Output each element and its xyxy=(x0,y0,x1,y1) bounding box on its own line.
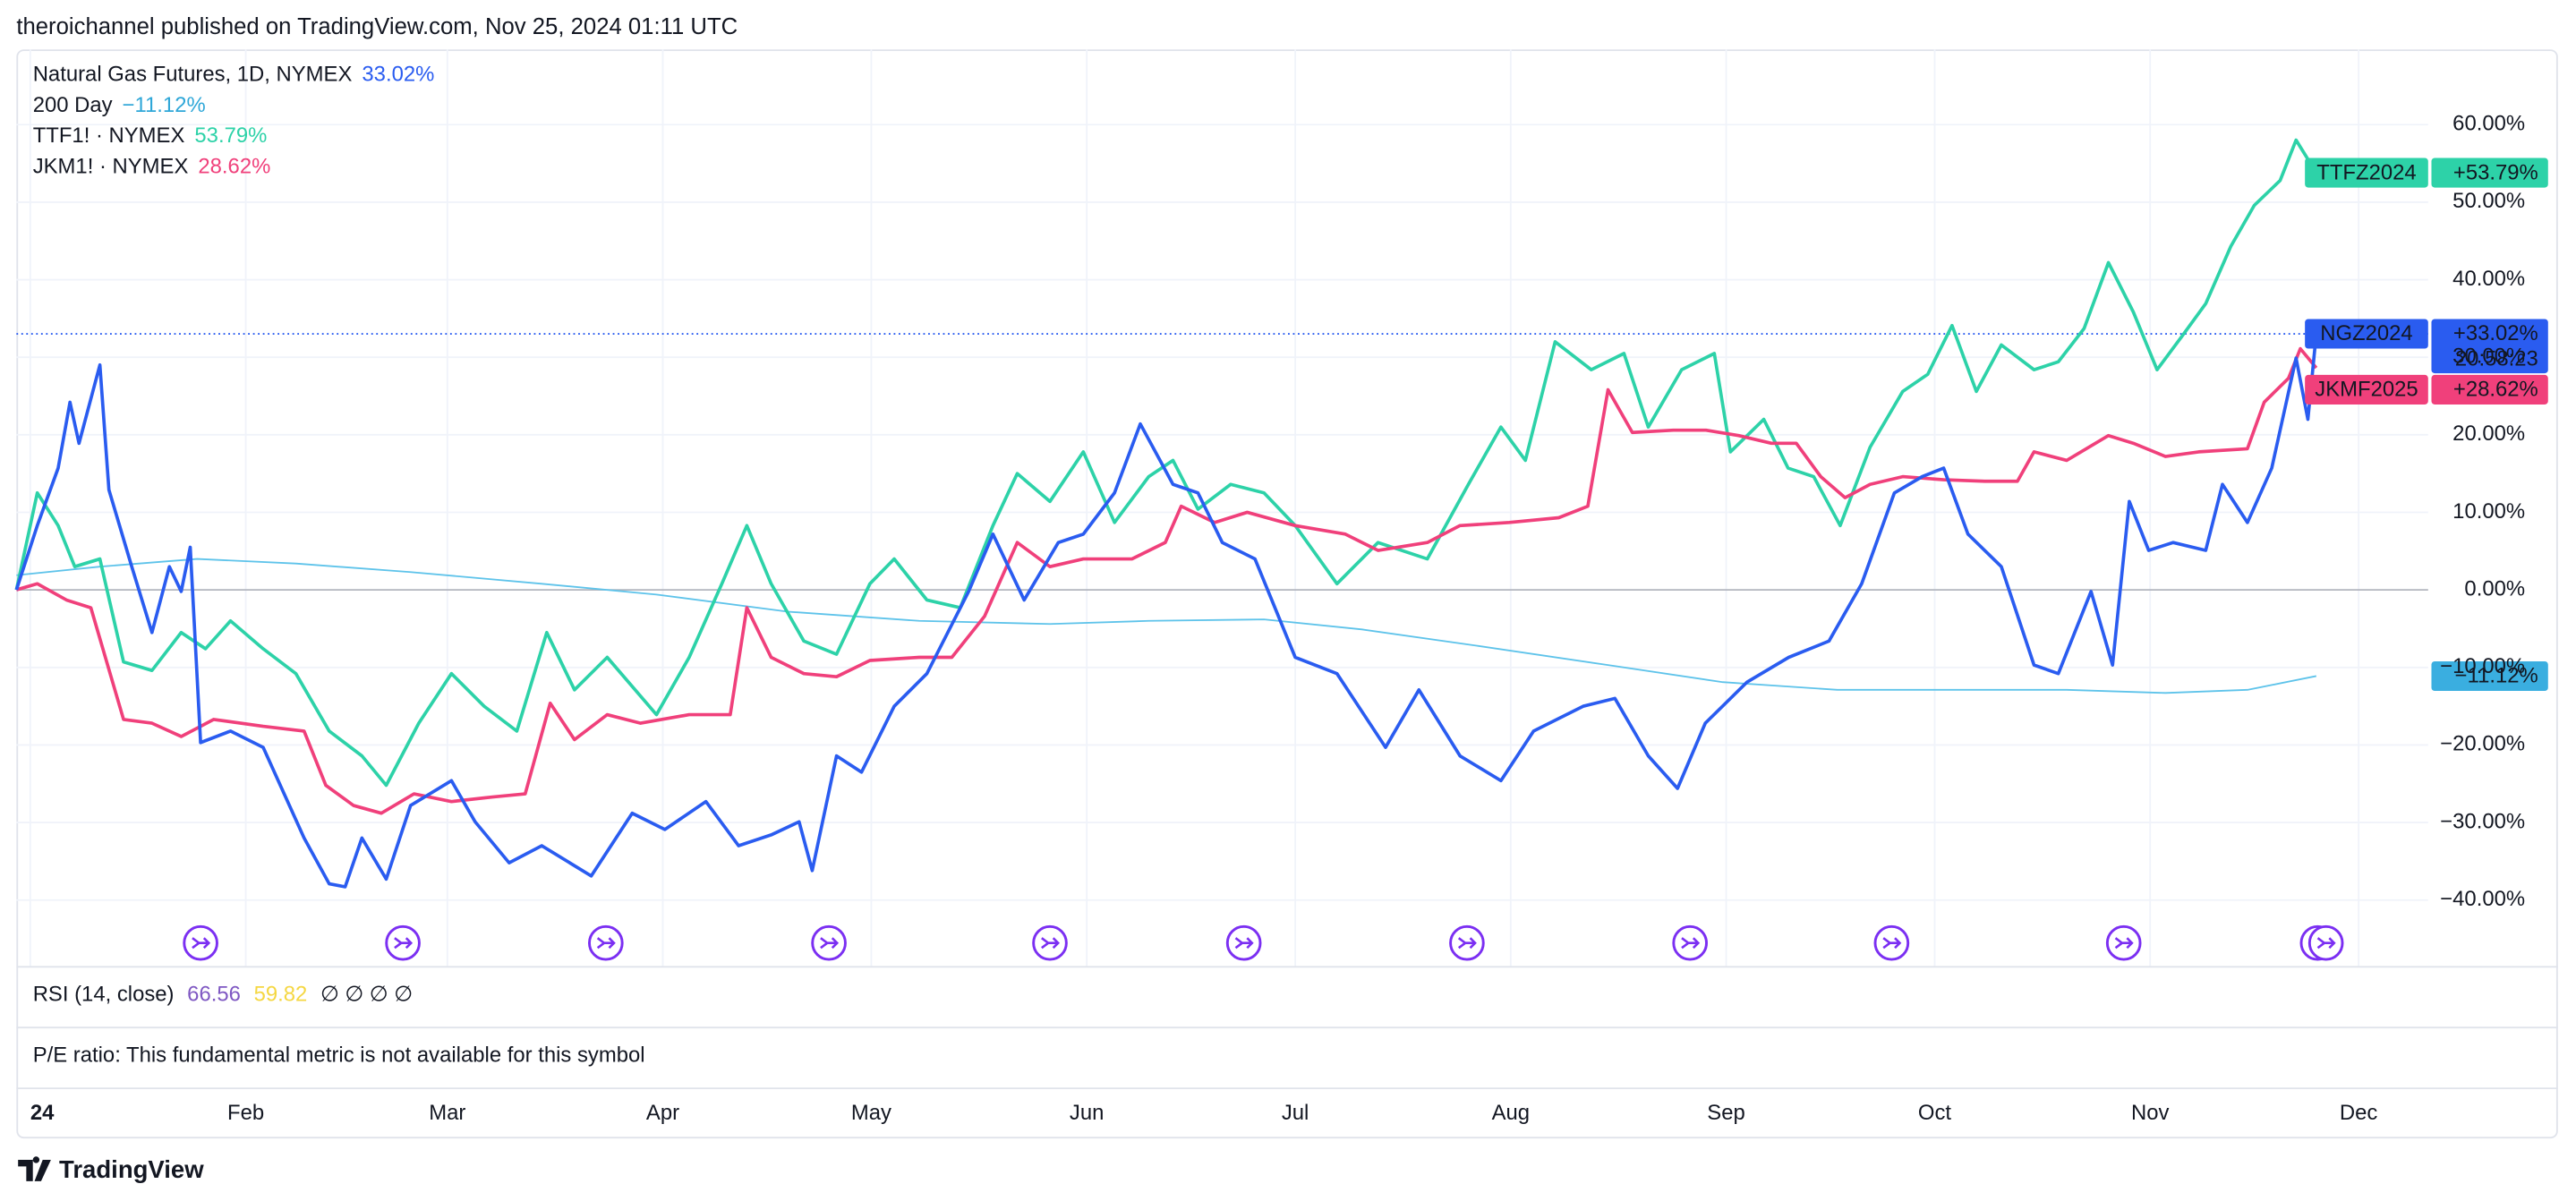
event-icon xyxy=(2316,937,2336,950)
header: theroichannel published on TradingView.c… xyxy=(16,14,738,39)
series-line xyxy=(14,333,2318,889)
event-icon xyxy=(1681,937,1701,950)
event-icon xyxy=(2114,937,2134,950)
price-label-value-bg xyxy=(2431,319,2548,374)
x-tick-label: Jul xyxy=(1282,1101,1309,1125)
x-tick-label: Mar xyxy=(429,1101,465,1125)
y-tick-label: 30.00% xyxy=(2452,344,2525,368)
legend-entry: Natural Gas Futures, 1D, NYMEX 33.02% xyxy=(33,63,435,87)
pe-note: P/E ratio: This fundamental metric is no… xyxy=(33,1043,645,1068)
x-tick-label: May xyxy=(851,1101,891,1125)
lines xyxy=(14,138,2318,889)
legend-value: 53.79% xyxy=(194,124,267,149)
legend-value: 33.02% xyxy=(362,63,434,87)
x-tick-label: Apr xyxy=(646,1101,679,1125)
footer-logo: TradingView xyxy=(18,1155,204,1183)
price-label-value-bg xyxy=(2431,660,2548,692)
price-label-symbol-bg xyxy=(2305,319,2428,349)
legend-entry: 200 Day −11.12% xyxy=(33,93,206,117)
event-icon xyxy=(820,937,840,950)
legend-text: JKM1! · NYMEX xyxy=(33,155,189,179)
price-label-symbol: TTFZ2024 xyxy=(2316,160,2416,184)
event-icon xyxy=(1882,937,1902,950)
rsi-value: 66.56 xyxy=(187,983,241,1007)
price-label-value-bg xyxy=(2431,374,2548,405)
legend-text: Natural Gas Futures, 1D, NYMEX xyxy=(33,63,353,87)
y-tick-label: −30.00% xyxy=(2440,809,2525,833)
y-tick-label: 40.00% xyxy=(2452,267,2525,291)
rsi-label: RSI (14, close) xyxy=(33,983,175,1007)
x-tick-label: Jun xyxy=(1070,1101,1104,1125)
series-line xyxy=(16,558,2316,694)
series-line xyxy=(14,138,2318,788)
price-label-value: −11.12% xyxy=(2455,664,2538,688)
legend-text: TTF1! · NYMEX xyxy=(33,124,185,149)
y-tick-label: 60.00% xyxy=(2452,112,2525,136)
y-tick-label: 10.00% xyxy=(2452,499,2525,524)
event-icon xyxy=(1457,937,1477,950)
x-tick-label: Sep xyxy=(1707,1101,1744,1125)
x-tick-label: Nov xyxy=(2131,1101,2170,1125)
price-label-value: +33.02% xyxy=(2453,321,2538,345)
event-marker xyxy=(1449,924,1485,961)
event-icon xyxy=(394,937,414,950)
rsi-pane: RSI (14, close) 66.56 59.82 ∅ ∅ ∅ ∅ xyxy=(33,983,413,1007)
price-label-symbol: JKMF2025 xyxy=(2315,378,2418,402)
rsi-signal: 59.82 xyxy=(254,983,308,1007)
event-marker xyxy=(2105,924,2142,961)
legend-value: −11.12% xyxy=(123,93,206,117)
y-tick-label: 20.00% xyxy=(2452,422,2525,446)
x-tick-label: Feb xyxy=(227,1101,264,1125)
rsi-empty: ∅ ∅ ∅ ∅ xyxy=(320,983,413,1007)
logo-icon xyxy=(18,1156,51,1181)
y-tick-label: 50.00% xyxy=(2452,189,2525,213)
event-icon xyxy=(596,937,616,950)
legend-entry: TTF1! · NYMEX 53.79% xyxy=(33,124,268,149)
price-label-symbol-bg xyxy=(2305,158,2428,188)
y-tick-label: −10.00% xyxy=(2440,654,2525,678)
grid xyxy=(16,49,2428,967)
y-tick-label: −40.00% xyxy=(2440,887,2525,911)
legend-value: 28.62% xyxy=(198,155,270,179)
event-marker xyxy=(1032,924,1068,961)
event-marker xyxy=(811,924,847,961)
y-tick-label: 0.00% xyxy=(2464,576,2525,600)
series-line xyxy=(15,346,2318,815)
price-label-symbol-bg xyxy=(2305,374,2428,405)
legend-text: 200 Day xyxy=(33,93,113,117)
legend-entry: JKM1! · NYMEX 28.62% xyxy=(33,155,271,179)
event-marker xyxy=(2307,924,2344,961)
x-tick-label: 24 xyxy=(30,1101,55,1125)
event-marker xyxy=(1672,924,1708,961)
price-label-value-bg xyxy=(2431,158,2548,188)
event-marker xyxy=(588,924,624,961)
price-label-timer: 20:58:23 xyxy=(2455,347,2538,371)
y-tick-label: −20.00% xyxy=(2440,732,2525,756)
price-label-symbol: NGZ2024 xyxy=(2320,321,2412,345)
event-icon xyxy=(1234,937,1254,950)
footer: TradingView xyxy=(59,1155,204,1183)
event-icon xyxy=(1041,937,1061,950)
event-marker xyxy=(1873,924,1910,961)
event-marker xyxy=(385,924,421,961)
price-label-value: +53.79% xyxy=(2453,160,2538,184)
x-tick-label: Dec xyxy=(2340,1101,2377,1125)
x-tick-label: Aug xyxy=(1492,1101,1530,1125)
price-label-value: +28.62% xyxy=(2453,378,2538,402)
event-marker xyxy=(183,924,218,961)
x-tick-label: Oct xyxy=(1918,1101,1951,1125)
frame xyxy=(16,49,2558,1139)
event-marker xyxy=(1225,924,1262,961)
labels: TTFZ2024 +53.79% NGZ2024 +33.02%20:58:23 JKM… xyxy=(2305,158,2548,692)
event-icon xyxy=(192,937,211,950)
